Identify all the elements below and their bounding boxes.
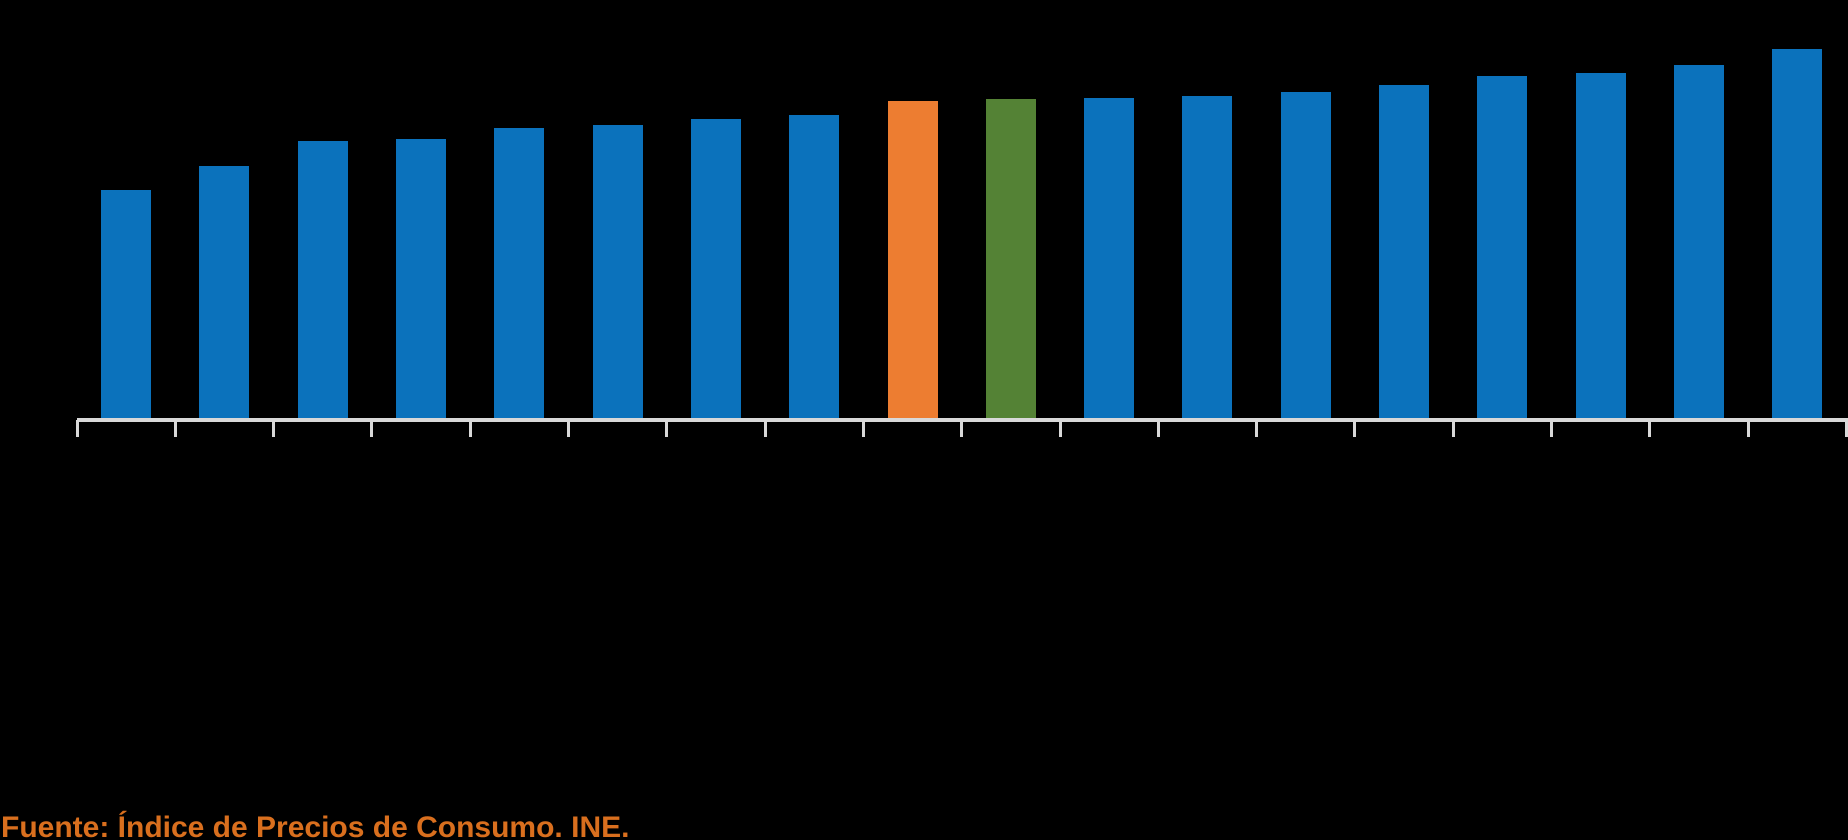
x-axis-tick (960, 420, 964, 437)
x-axis-tick (468, 420, 472, 437)
bar-5-blue (494, 128, 545, 420)
bar-4-blue (396, 139, 447, 420)
x-axis-tick (763, 420, 767, 437)
x-axis-tick (1844, 420, 1848, 437)
bar-14-blue (1379, 85, 1430, 420)
bar-10-green (985, 99, 1036, 420)
x-axis-tick (173, 420, 177, 437)
bar-1-blue (101, 190, 152, 420)
bar-17-blue (1673, 65, 1724, 420)
x-axis-tick (1648, 420, 1652, 437)
bar-11-blue (1084, 98, 1135, 420)
x-axis-tick (272, 420, 276, 437)
x-axis-tick (1550, 420, 1553, 437)
x-axis-tick (1746, 420, 1750, 437)
bar-6-blue (592, 125, 643, 420)
x-axis-tick (1353, 420, 1357, 437)
x-axis-tick (370, 420, 374, 437)
source-caption: Fuente: Índice de Precios de Consumo. IN… (1, 811, 630, 840)
bar-15-blue (1477, 76, 1528, 420)
bar-12-blue (1182, 96, 1233, 420)
x-axis-tick (665, 420, 669, 437)
x-axis-tick (1255, 420, 1259, 437)
x-axis-tick (75, 420, 79, 437)
bar-8-blue (789, 115, 840, 420)
bar-13-blue (1280, 92, 1331, 420)
x-axis-tick (1156, 420, 1160, 437)
x-axis-tick (1451, 420, 1455, 437)
bar-2-blue (199, 166, 250, 420)
bar-7-blue (690, 119, 741, 420)
bar-16-blue (1575, 73, 1626, 420)
bar-3-blue (297, 141, 348, 420)
bar-18-blue (1772, 49, 1823, 420)
x-axis-tick (861, 420, 865, 437)
x-axis-tick (1058, 420, 1062, 437)
x-axis-tick (567, 420, 570, 437)
bar-9-orange (887, 101, 938, 420)
